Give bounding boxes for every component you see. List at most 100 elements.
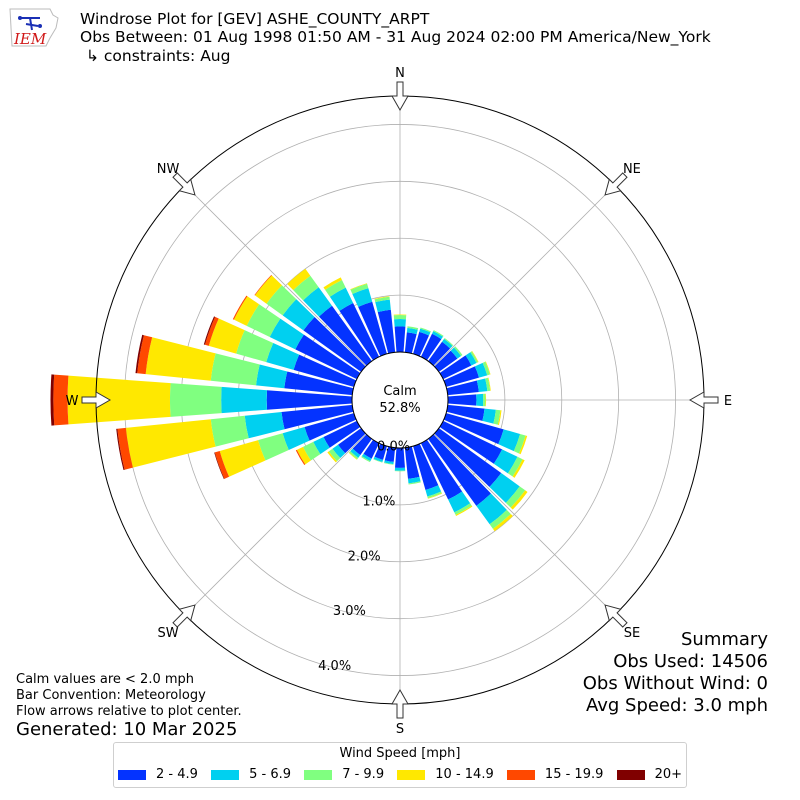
windrose-bar-segment <box>476 378 488 392</box>
windrose-bar-segment <box>266 390 353 410</box>
windrose-bar-segment <box>394 319 406 327</box>
legend-label: 5 - 6.9 <box>249 767 291 782</box>
legend-swatch <box>616 769 645 780</box>
legend-item: 20+ <box>616 767 682 782</box>
legend-label: 15 - 19.9 <box>544 767 604 782</box>
flow-arrow <box>391 688 409 719</box>
windrose-bar-segment <box>377 309 396 354</box>
windrose-bar-segment <box>350 448 361 458</box>
windrose-bar-segment <box>439 420 503 464</box>
windrose-bar-segment <box>413 443 439 490</box>
windrose-bar-segment <box>287 268 311 291</box>
windrose-bar-segment <box>434 428 502 488</box>
windrose-bar-segment <box>374 443 387 460</box>
direction-spoke <box>433 184 616 367</box>
windrose-bar-segment <box>266 285 297 316</box>
windrose-bar-segment <box>246 304 281 338</box>
windrose-bar-segment <box>221 386 268 414</box>
legend-swatch <box>304 769 333 780</box>
windrose-bar-segment <box>375 299 391 313</box>
windrose-bar-segment <box>454 503 472 515</box>
flow-arrow <box>172 604 196 628</box>
windrose-bar-segment <box>447 394 477 406</box>
windrose-bar-segment <box>339 303 380 361</box>
windrose-bar-segment <box>455 505 473 516</box>
windrose-bar-segment <box>432 331 443 340</box>
windrose-bar-segment <box>474 362 488 378</box>
windrose-bar-segment <box>443 366 480 387</box>
windrose-bar-segment <box>384 446 396 462</box>
windrose-bar-segment <box>419 328 431 336</box>
windrose-bar-segment <box>350 283 368 290</box>
windrose-bar-segment <box>363 439 380 459</box>
windrose-bar-segment <box>295 449 306 466</box>
windrose-bar-segment <box>210 353 260 386</box>
windrose-bar-segment <box>374 296 390 303</box>
windrose-bar-segment <box>497 410 502 426</box>
windrose-bar-segment <box>256 364 288 389</box>
legend-items: 2 - 4.9 5 - 6.9 7 - 9.9 10 - 14.9 15 - 1… <box>118 767 682 782</box>
windrose-bar-segment <box>444 337 454 347</box>
windrose-bar-segment <box>203 316 216 345</box>
legend-swatch <box>506 769 535 780</box>
windrose-bar-segment <box>208 318 245 354</box>
legend-item: 7 - 9.9 <box>304 767 384 782</box>
windrose-bar-segment <box>328 448 341 462</box>
windrose-bar-segment <box>332 444 346 459</box>
windrose-bar-segment <box>393 314 407 316</box>
windrose-bar-segment <box>293 275 319 301</box>
windrose-bar-segment <box>296 446 311 465</box>
windrose-bar-segment <box>448 491 471 513</box>
windrose-bar-segment <box>420 439 463 500</box>
legend-label: 7 - 9.9 <box>342 767 385 782</box>
windrose-bar-segment <box>293 354 357 387</box>
windrose-bar-segment <box>493 409 501 425</box>
windrose-bar-segment <box>53 374 69 426</box>
windrose-bar-segment <box>303 441 321 461</box>
flow-arrow <box>172 172 196 196</box>
windrose-bar-segment <box>428 341 451 366</box>
windrose-bar-segment <box>117 427 133 470</box>
windrose-bar-segment <box>304 413 357 441</box>
windrose-bar-segment <box>498 429 521 452</box>
windrose-bar-segment <box>337 428 366 454</box>
calm-note: Calm values are < 2.0 mph <box>16 672 195 687</box>
legend-label: 10 - 14.9 <box>435 767 494 782</box>
windrose-bar-segment <box>303 287 332 317</box>
windrose-bar-segment <box>507 456 523 477</box>
windrose-bar-segment <box>219 440 266 477</box>
direction-label: S <box>396 722 404 737</box>
windrose-bar-segment <box>244 412 285 439</box>
windrose-bar-segment <box>433 330 444 337</box>
windrose-bar-segment <box>394 467 406 471</box>
legend-item: 10 - 14.9 <box>397 767 494 782</box>
summary-title: Summary <box>681 629 768 650</box>
windrose-bar-segment <box>489 509 511 529</box>
legend-title: Wind Speed [mph] <box>339 746 461 761</box>
direction-label: W <box>66 394 79 409</box>
windrose-bar-segment <box>233 296 260 326</box>
windrose-bar-segment <box>350 283 369 294</box>
summary-avg-speed: Avg Speed: 3.0 mph <box>586 695 768 716</box>
logo-text: IEM <box>13 30 47 48</box>
windrose-bar-segment <box>325 279 346 297</box>
windrose-bar-segment <box>483 393 486 407</box>
direction-label: N <box>395 66 405 81</box>
windrose-bar-segment <box>408 481 421 485</box>
direction-label: E <box>724 394 732 409</box>
windrose-bar-segment <box>284 371 354 396</box>
legend-swatch <box>118 769 146 780</box>
windrose-bar-segment <box>453 346 463 356</box>
windrose-bar-segment <box>318 305 372 366</box>
windrose-bar-segment <box>394 470 406 472</box>
windrose-bar-segment <box>384 460 394 465</box>
windrose-bar-segment <box>204 316 219 346</box>
windrose-bar-segment <box>145 337 216 381</box>
windrose-bar-segment <box>361 453 372 462</box>
windrose-bar-segment <box>428 434 491 506</box>
chart-overlay: Calm 52.8% 0.0% 1.0% 2.0% 3.0% 4.0% N NE E SE S SW W N… <box>66 66 733 737</box>
windrose-bar-segment <box>485 393 487 407</box>
windrose-bar-segment <box>348 452 358 460</box>
calm-value: 52.8% <box>379 401 420 416</box>
flow-arrow <box>391 81 409 112</box>
